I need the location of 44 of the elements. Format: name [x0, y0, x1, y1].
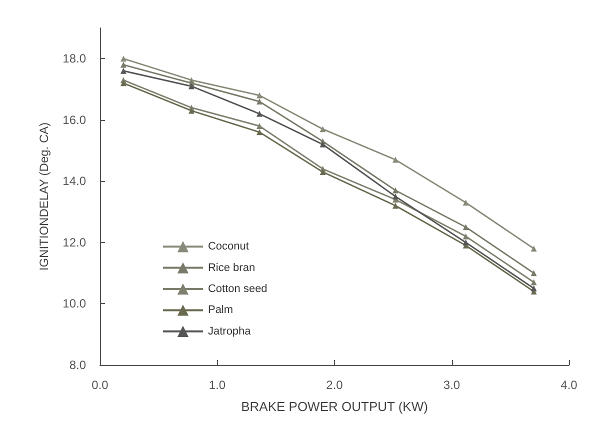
- point: [120, 68, 126, 74]
- point: [120, 62, 126, 68]
- x-axis-title: BRAKE POWER OUTPUT (KW): [241, 399, 428, 414]
- y-tick-label: 18.0: [62, 52, 86, 66]
- point: [320, 141, 326, 148]
- legend-label: Palm: [208, 304, 234, 316]
- x-tick-label: 0.0: [92, 378, 109, 392]
- legend-label: Cotton seed: [208, 283, 268, 295]
- point: [530, 285, 537, 292]
- point: [120, 56, 126, 62]
- point: [188, 108, 194, 114]
- y-tick-label: 14.0: [62, 174, 86, 188]
- point: [392, 202, 398, 209]
- point: [530, 279, 537, 286]
- x-tick-label: 2.0: [326, 378, 344, 392]
- point: [392, 194, 398, 200]
- point: [462, 239, 469, 246]
- point: [120, 80, 126, 86]
- x-tick-label: 4.0: [560, 378, 578, 392]
- point: [256, 92, 262, 98]
- x-tick-label: 1.0: [208, 378, 226, 392]
- y-axis-title: IGNITIONDELAY (Deg. CA): [37, 122, 51, 271]
- x-tick-label: 3.0: [443, 378, 460, 392]
- legend-label: Coconut: [208, 240, 249, 253]
- point: [392, 156, 398, 163]
- point: [256, 110, 262, 117]
- point: [256, 98, 262, 105]
- point: [392, 187, 398, 194]
- legend-label: Jatropha: [208, 325, 252, 338]
- point: [188, 83, 194, 90]
- y-tick-label: 16.0: [62, 112, 86, 127]
- y-tick-label: 10.0: [62, 296, 86, 311]
- y-tick-label: 12.0: [62, 235, 86, 250]
- point: [462, 233, 469, 240]
- y-tick-label: 8.0: [69, 358, 86, 372]
- legend-label: Rice bran: [208, 262, 256, 274]
- point: [462, 224, 469, 230]
- point: [462, 200, 469, 206]
- point: [530, 270, 537, 276]
- point: [530, 246, 537, 252]
- point: [320, 168, 326, 175]
- point: [320, 126, 326, 132]
- point: [256, 123, 262, 130]
- point: [256, 129, 262, 136]
